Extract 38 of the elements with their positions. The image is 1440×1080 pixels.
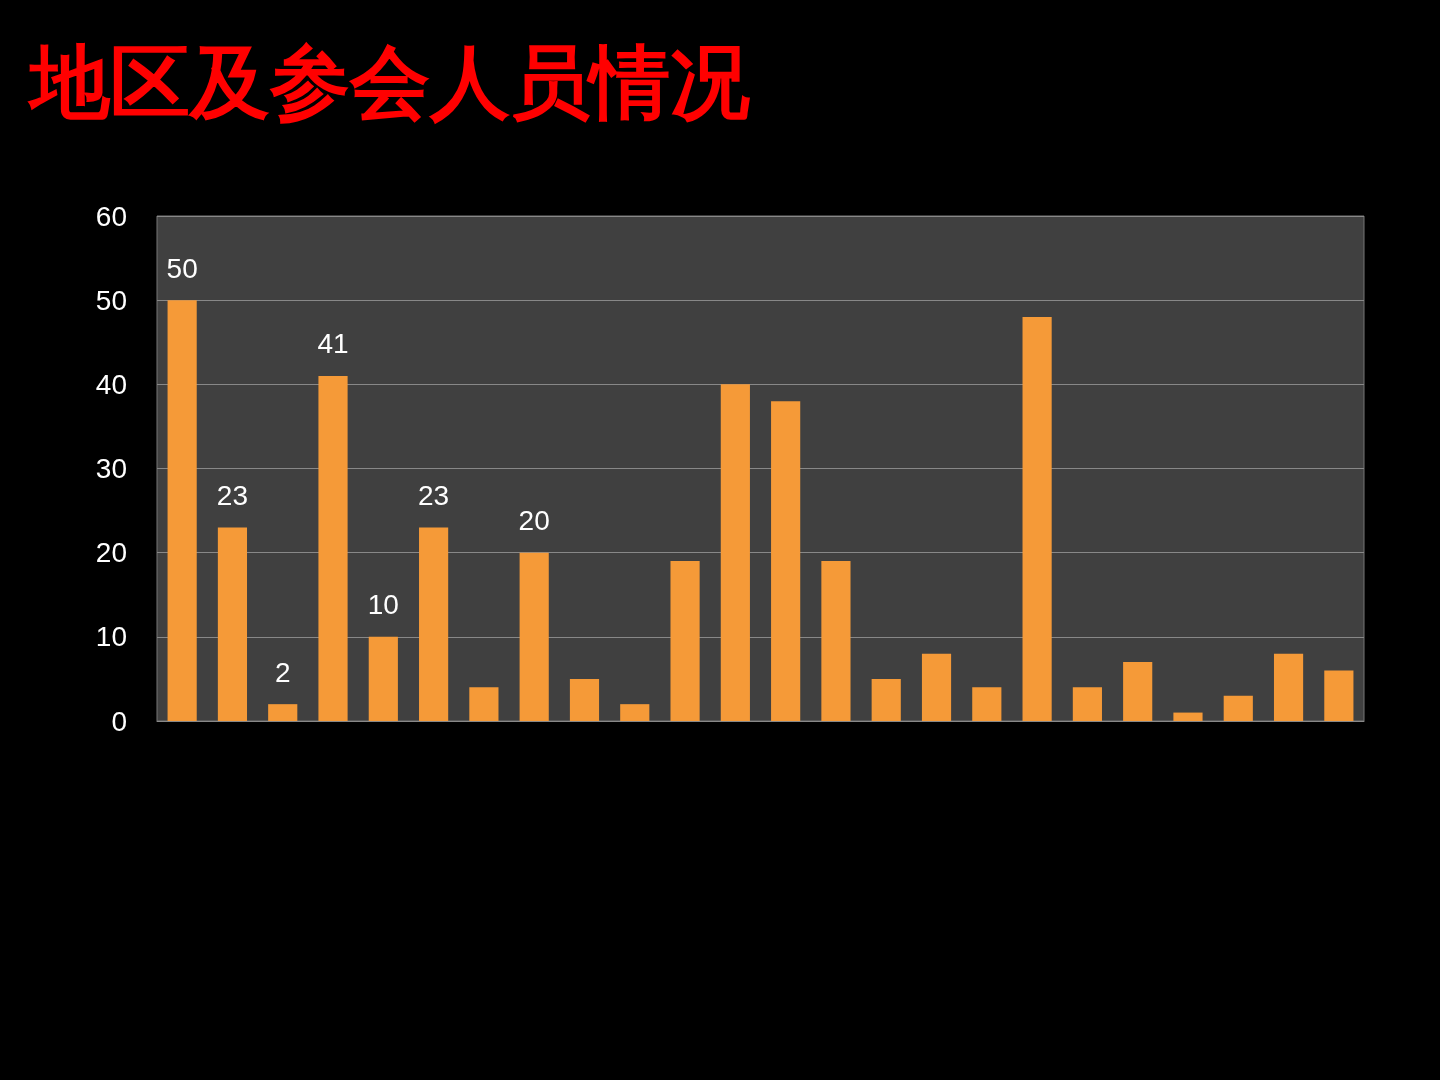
bar [318, 375, 348, 721]
bar [821, 561, 851, 721]
data-label: 50 [166, 252, 198, 284]
data-label: 10 [367, 589, 399, 621]
y-tick-label: 20 [95, 537, 127, 569]
bar [771, 401, 801, 721]
bar [1072, 687, 1102, 721]
y-tick-label: 0 [111, 705, 127, 737]
bar [569, 678, 600, 721]
bar [368, 636, 398, 721]
data-label: 20 [518, 505, 550, 537]
data-label: 2 [274, 656, 291, 688]
y-tick-label: 30 [95, 453, 127, 484]
y-tick-label: 60 [95, 200, 127, 232]
data-label: 41 [317, 328, 349, 360]
bar [921, 653, 952, 721]
bar [1324, 670, 1354, 721]
bar [972, 687, 1002, 721]
data-label: 23 [216, 479, 249, 511]
bar [1223, 695, 1253, 721]
y-tick-label: 40 [95, 368, 127, 400]
y-tick-label: 50 [95, 284, 127, 316]
bar [268, 704, 298, 721]
bar [419, 527, 449, 721]
y-tick-label: 10 [95, 621, 127, 653]
bar [167, 300, 197, 721]
bar [1273, 653, 1304, 721]
bar [1173, 712, 1203, 721]
bar [217, 527, 248, 721]
bar [1123, 662, 1153, 721]
bar [720, 384, 750, 721]
bar [620, 704, 650, 721]
bar [871, 678, 901, 721]
bar [469, 687, 499, 721]
bar [519, 552, 549, 721]
bar [1022, 317, 1052, 721]
bar [670, 561, 700, 721]
data-label: 23 [418, 479, 450, 511]
